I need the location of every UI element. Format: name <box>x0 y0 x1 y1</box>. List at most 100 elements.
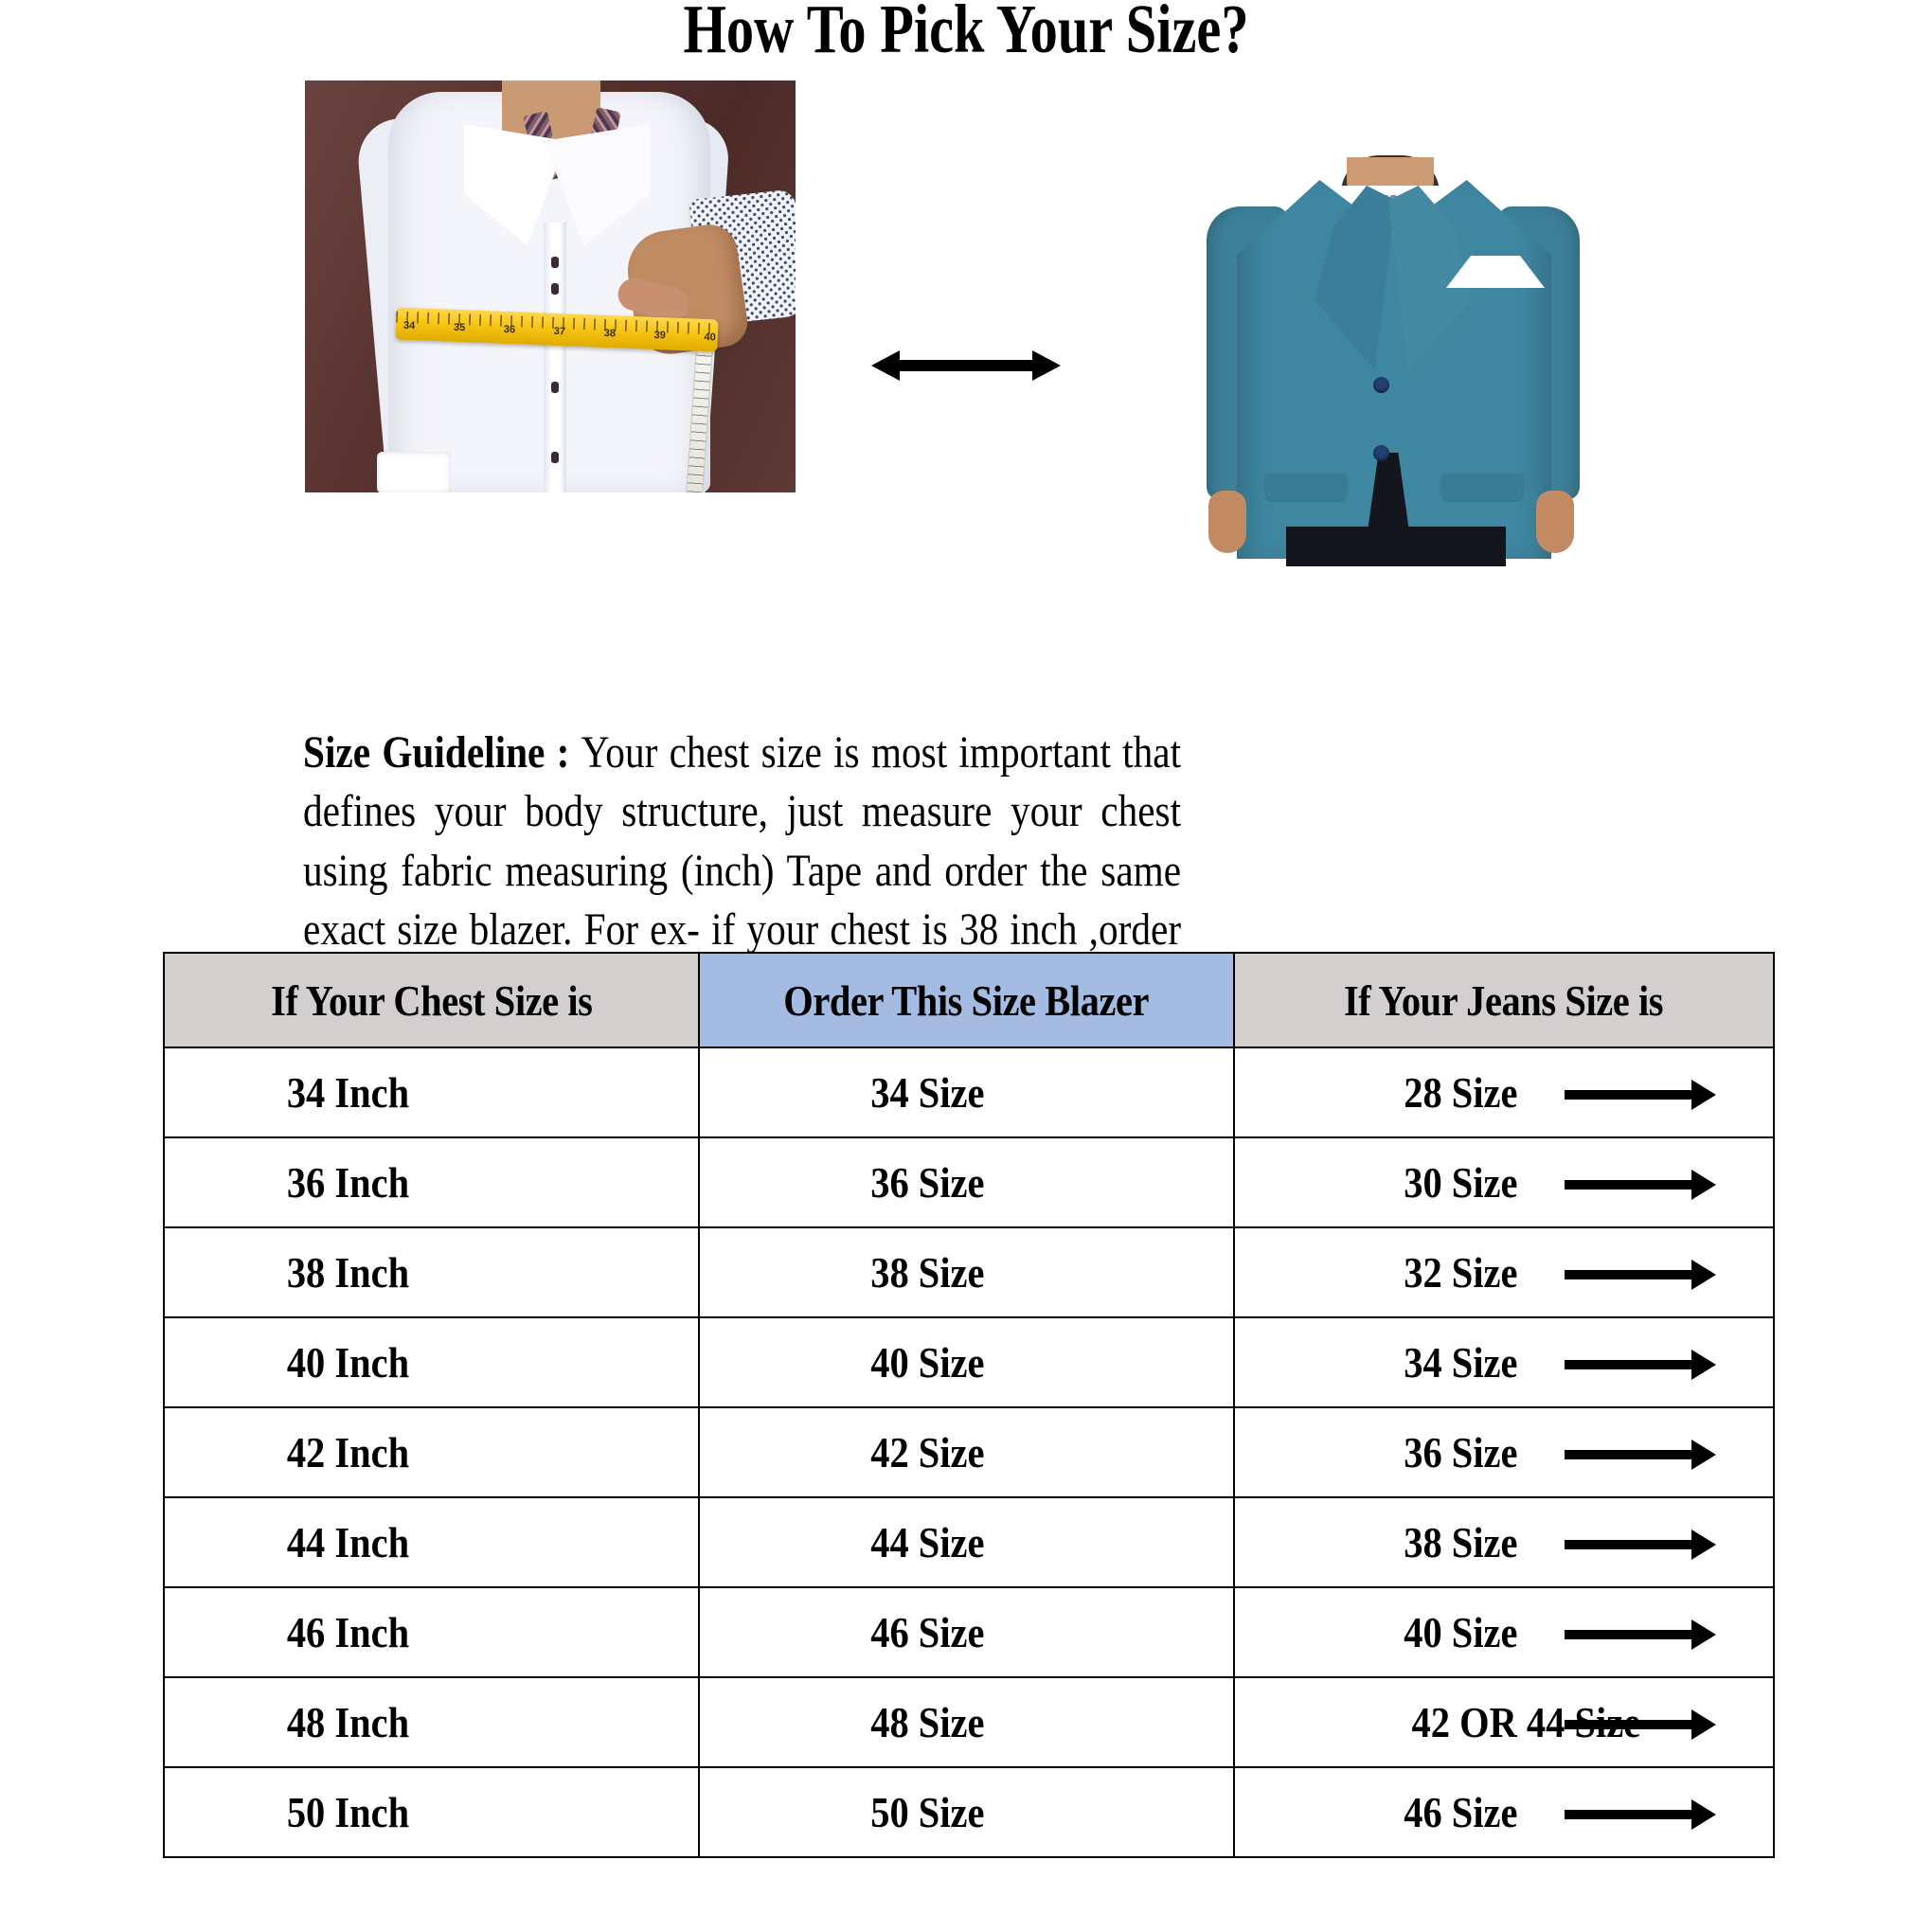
cell-blazer-size: 48 Size <box>698 1676 1235 1768</box>
cell-blazer-size: 40 Size <box>698 1316 1235 1408</box>
tape-number: 35 <box>453 321 466 334</box>
cell-jeans-size: 30 Size <box>1233 1136 1775 1228</box>
arrow-shaft <box>1565 1540 1693 1549</box>
cell-chest-size: 38 Inch <box>163 1226 700 1318</box>
row-arrows <box>1235 1408 1932 1496</box>
cell-jeans-label: 40 Size <box>1404 1608 1518 1656</box>
cell-chest-label: 44 Inch <box>286 1518 410 1566</box>
arrow-right-icon <box>1691 1440 1716 1470</box>
tape-number: 40 <box>704 331 716 344</box>
column-header-blazer-label: Order This Size Blazer <box>783 975 1150 1025</box>
cell-chest-size: 46 Inch <box>163 1586 700 1678</box>
table-row: 48 Inch 48 Size 42 OR 44 Size <box>163 1676 1775 1768</box>
tape-number: 39 <box>653 329 667 342</box>
table-row: 46 Inch 46 Size 40 Size <box>163 1586 1775 1678</box>
row-arrows <box>1235 1138 1932 1226</box>
arrow-head-left <box>871 350 900 381</box>
arrow-right-icon <box>1691 1619 1716 1650</box>
cell-blazer-size: 42 Size <box>698 1406 1235 1498</box>
arrow-shaft <box>1565 1360 1693 1369</box>
cell-chest-size: 50 Inch <box>163 1766 700 1858</box>
cell-blazer-label: 50 Size <box>870 1788 985 1836</box>
table-header-row: If Your Chest Size is Order This Size Bl… <box>163 952 1775 1048</box>
table-row: 44 Inch 44 Size 38 Size <box>163 1496 1775 1588</box>
arrow-right-icon <box>1691 1260 1716 1290</box>
page-title: How To Pick Your Size? <box>683 0 1249 67</box>
arrow-shaft <box>1565 1180 1693 1190</box>
row-arrows <box>1235 1318 1932 1406</box>
column-header-jeans-label: If Your Jeans Size is <box>1344 975 1664 1025</box>
pocket-square <box>1446 256 1545 288</box>
cell-blazer-label: 36 Size <box>870 1158 985 1207</box>
cell-chest-size: 48 Inch <box>163 1676 700 1768</box>
trousers <box>1286 527 1506 566</box>
arrow-right-icon <box>1691 1350 1716 1380</box>
cell-chest-label: 40 Inch <box>286 1338 410 1386</box>
arrow-shaft <box>1565 1270 1693 1279</box>
arrow-head-right <box>1032 350 1061 381</box>
cell-jeans-label: 32 Size <box>1404 1248 1518 1297</box>
cell-jeans-size: 34 Size <box>1233 1316 1775 1408</box>
arrow-shaft <box>896 360 1036 371</box>
cell-chest-size: 40 Inch <box>163 1316 700 1408</box>
tape-number: 36 <box>503 323 516 336</box>
tape-number: 34 <box>402 319 416 332</box>
shirt-button <box>551 283 559 295</box>
cell-jeans-label: 28 Size <box>1404 1068 1518 1117</box>
row-arrows <box>1235 1228 1932 1316</box>
blazer-pocket-flap-left <box>1265 474 1347 500</box>
row-arrows <box>1235 1768 1932 1856</box>
arrow-shaft <box>1565 1450 1693 1459</box>
chest-measurement-photo: 34 35 36 37 38 39 40 <box>305 80 796 492</box>
cell-jeans-size: 42 OR 44 Size <box>1233 1676 1775 1768</box>
tape-number: 38 <box>603 327 617 340</box>
cell-chest-label: 48 Inch <box>286 1698 410 1746</box>
cell-jeans-size: 40 Size <box>1233 1586 1775 1678</box>
blazer-button <box>1373 377 1389 393</box>
cell-jeans-size: 32 Size <box>1233 1226 1775 1318</box>
cell-blazer-label: 34 Size <box>870 1068 985 1117</box>
blazer-button <box>1373 445 1389 461</box>
cell-chest-label: 50 Inch <box>286 1788 410 1836</box>
table-row: 36 Inch 36 Size 30 Size <box>163 1136 1775 1228</box>
shirt-button <box>551 257 559 268</box>
cell-blazer-size: 34 Size <box>698 1046 1235 1138</box>
table-row: 34 Inch 34 Size 28 Size <box>163 1046 1775 1138</box>
column-header-blazer: Order This Size Blazer <box>698 952 1235 1048</box>
cell-chest-size: 36 Inch <box>163 1136 700 1228</box>
hand-right <box>1536 491 1574 553</box>
table-row: 38 Inch 38 Size 32 Size <box>163 1226 1775 1318</box>
table-row: 40 Inch 40 Size 34 Size <box>163 1316 1775 1408</box>
cell-jeans-size: 28 Size <box>1233 1046 1775 1138</box>
cell-blazer-label: 40 Size <box>870 1338 985 1386</box>
tape-number: 37 <box>553 325 566 338</box>
cell-blazer-size: 38 Size <box>698 1226 1235 1318</box>
arrow-right-icon <box>1691 1080 1716 1110</box>
arrow-right-icon <box>1691 1799 1716 1830</box>
cell-blazer-label: 44 Size <box>870 1518 985 1566</box>
cell-jeans-label: 30 Size <box>1404 1158 1518 1207</box>
cell-jeans-label: 38 Size <box>1404 1518 1518 1566</box>
size-guideline-lead: Size Guideline : <box>303 727 581 778</box>
cell-jeans-label: 34 Size <box>1404 1338 1518 1386</box>
cell-blazer-label: 38 Size <box>870 1248 985 1297</box>
double-headed-arrow-icon <box>871 344 1061 387</box>
table-row: 42 Inch 42 Size 36 Size <box>163 1406 1775 1498</box>
cell-jeans-label: 36 Size <box>1404 1428 1518 1476</box>
cell-blazer-label: 42 Size <box>870 1428 985 1476</box>
cell-blazer-label: 46 Size <box>870 1608 985 1656</box>
cell-chest-label: 38 Inch <box>286 1248 410 1297</box>
column-header-chest-label: If Your Chest Size is <box>270 975 593 1025</box>
cell-jeans-label: 46 Size <box>1404 1788 1518 1836</box>
cell-chest-size: 34 Inch <box>163 1046 700 1138</box>
cell-blazer-label: 48 Size <box>870 1698 985 1746</box>
size-chart-table: If Your Chest Size is Order This Size Bl… <box>163 952 1775 1858</box>
column-header-jeans: If Your Jeans Size is <box>1233 952 1775 1048</box>
cell-chest-label: 34 Inch <box>286 1068 410 1117</box>
cell-blazer-size: 36 Size <box>698 1136 1235 1228</box>
arrow-right-icon <box>1691 1170 1716 1200</box>
cell-blazer-size: 50 Size <box>698 1766 1235 1858</box>
row-arrows <box>1235 1498 1932 1586</box>
table-row: 50 Inch 50 Size 46 Size <box>163 1766 1775 1858</box>
shirt-button <box>551 382 559 393</box>
